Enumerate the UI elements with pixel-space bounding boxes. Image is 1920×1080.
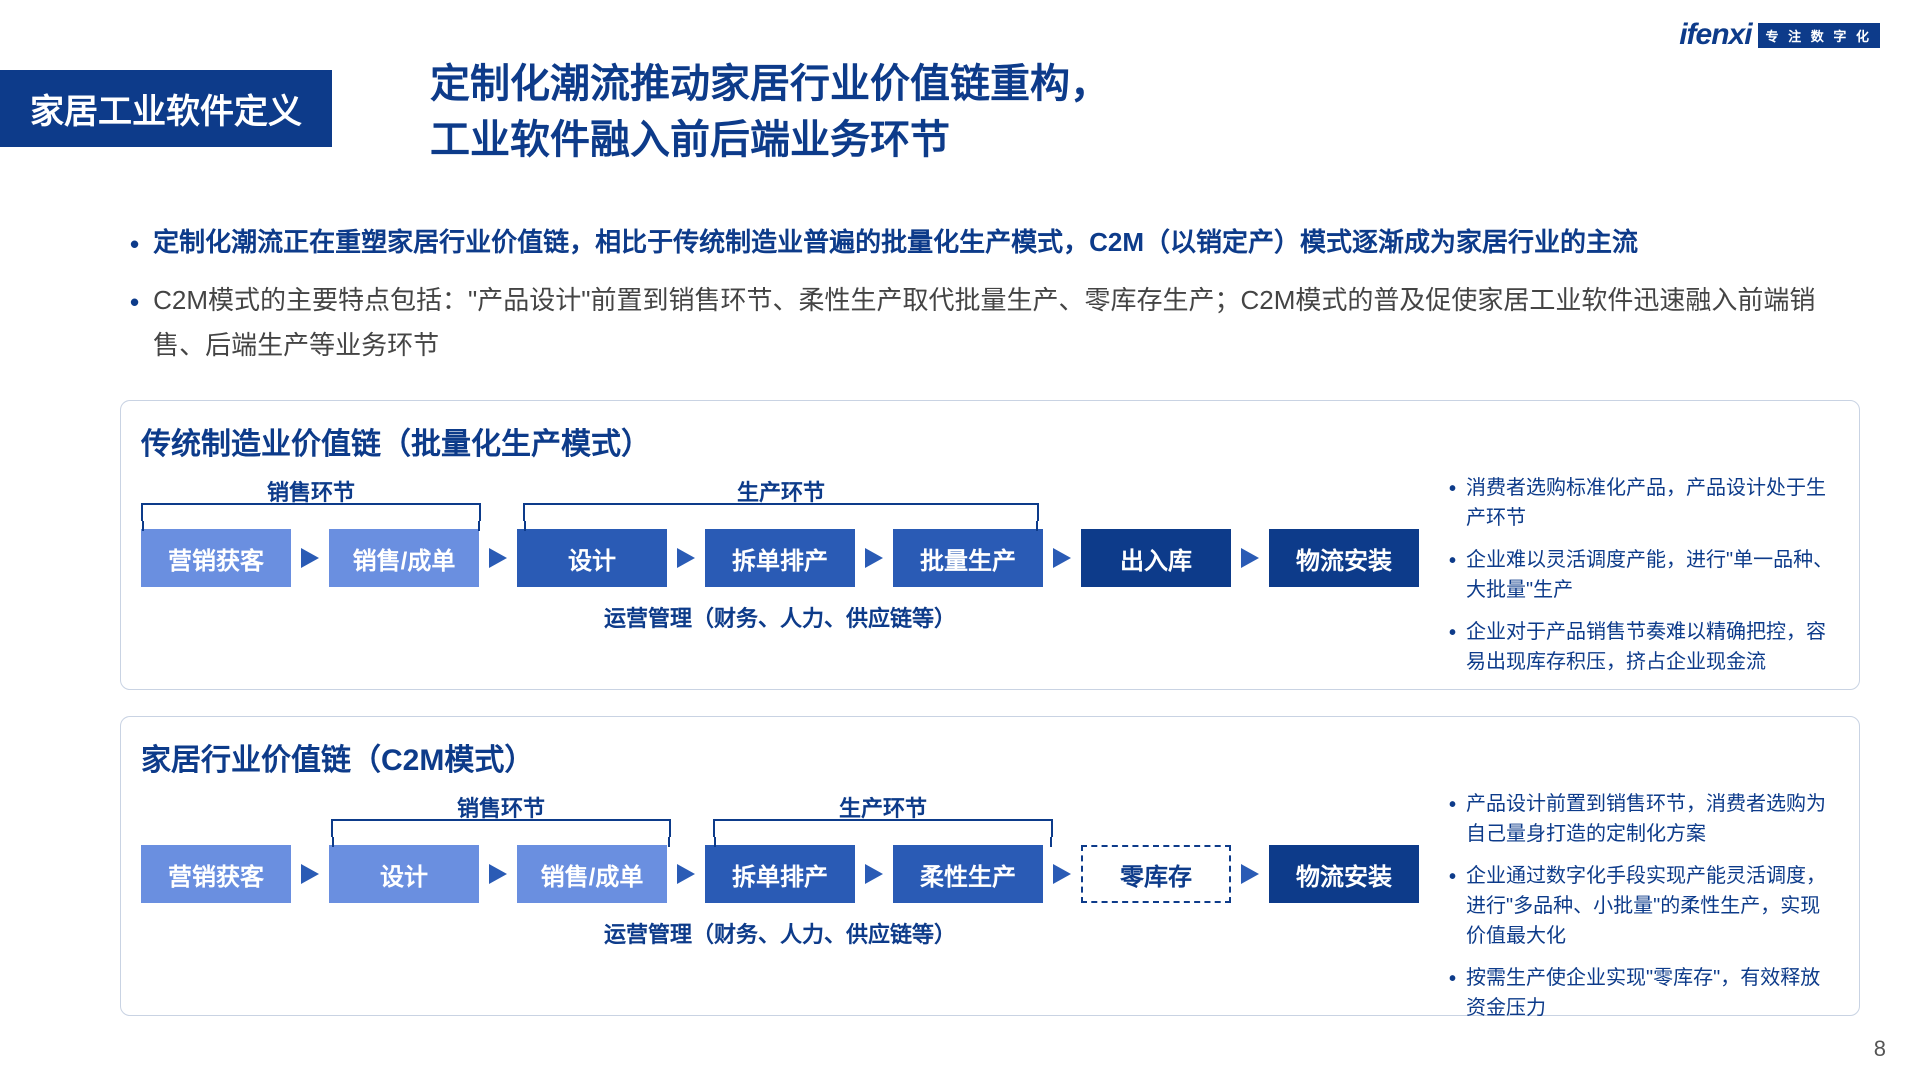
bullet-dot-icon: • xyxy=(1449,618,1456,677)
arrow-right-icon xyxy=(1053,864,1071,884)
panel2-chain: 销售环节 生产环节 营销获客设计销售/成单拆单排产柔性生产零库存物流安装 运营管… xyxy=(141,789,1419,949)
arrow-right-icon xyxy=(301,548,319,568)
bullet-dot-icon: • xyxy=(1449,546,1456,605)
note-item: •企业对于产品销售节奏难以精确把控，容易出现库存积压，挤占企业现金流 xyxy=(1449,617,1839,677)
chain-node: 柔性生产 xyxy=(893,845,1043,903)
panel2-caption: 运营管理（财务、人力、供应链等） xyxy=(141,917,1419,949)
arrow-right-icon xyxy=(677,548,695,568)
label-production: 生产环节 xyxy=(523,475,1039,507)
bullet-dot-icon: • xyxy=(1449,790,1456,849)
arrow-right-icon xyxy=(489,548,507,568)
title-line-2: 工业软件融入前后端业务环节 xyxy=(430,112,1110,168)
arrow-right-icon xyxy=(489,864,507,884)
bullet-1-text: 定制化潮流正在重塑家居行业价值链，相比于传统制造业普遍的批量化生产模式，C2M（… xyxy=(153,220,1638,266)
arrow-right-icon xyxy=(1241,864,1259,884)
panel1-chain: 销售环节 生产环节 营销获客销售/成单设计拆单排产批量生产出入库物流安装 运营管… xyxy=(141,473,1419,633)
note-text: 产品设计前置到销售环节，消费者选购为自己量身打造的定制化方案 xyxy=(1466,789,1839,849)
chain-node: 物流安装 xyxy=(1269,845,1419,903)
panel1-title: 传统制造业价值链（批量化生产模式） xyxy=(141,419,1839,463)
bullet-2: • C2M模式的主要特点包括："产品设计"前置到销售环节、柔性生产取代批量生产、… xyxy=(130,278,1840,369)
chain-node: 销售/成单 xyxy=(329,529,479,587)
note-text: 企业对于产品销售节奏难以精确把控，容易出现库存积压，挤占企业现金流 xyxy=(1466,617,1839,677)
chain-node: 批量生产 xyxy=(893,529,1043,587)
chain-node: 拆单排产 xyxy=(705,529,855,587)
panel-c2m: 家居行业价值链（C2M模式） 销售环节 生产环节 营销获客设计销售/成单拆单排产… xyxy=(120,716,1860,1016)
bullet-dot-icon: • xyxy=(1449,474,1456,533)
bullet-1: • 定制化潮流正在重塑家居行业价值链，相比于传统制造业普遍的批量化生产模式，C2… xyxy=(130,220,1840,268)
note-text: 企业通过数字化手段实现产能灵活调度，进行"多品种、小批量"的柔性生产，实现价值最… xyxy=(1466,861,1839,951)
label-production: 生产环节 xyxy=(713,791,1053,823)
arrow-right-icon xyxy=(865,548,883,568)
chain-node: 营销获客 xyxy=(141,529,291,587)
page-title: 定制化潮流推动家居行业价值链重构， 工业软件融入前后端业务环节 xyxy=(430,56,1110,168)
brand-logo: ifenxi 专 注 数 字 化 xyxy=(1679,18,1880,52)
arrow-right-icon xyxy=(865,864,883,884)
arrow-right-icon xyxy=(301,864,319,884)
arrow-right-icon xyxy=(677,864,695,884)
bullet-dot-icon: • xyxy=(130,280,139,326)
note-item: •按需生产使企业实现"零库存"，有效释放资金压力 xyxy=(1449,963,1839,1023)
chain-node: 零库存 xyxy=(1081,845,1231,903)
arrow-right-icon xyxy=(1241,548,1259,568)
panel2-notes: •产品设计前置到销售环节，消费者选购为自己量身打造的定制化方案•企业通过数字化手… xyxy=(1449,789,1839,1035)
label-sales: 销售环节 xyxy=(331,791,671,823)
chain-node: 设计 xyxy=(517,529,667,587)
chain-node: 营销获客 xyxy=(141,845,291,903)
panel1-caption: 运营管理（财务、人力、供应链等） xyxy=(141,601,1419,633)
chain-node: 销售/成单 xyxy=(517,845,667,903)
note-item: •产品设计前置到销售环节，消费者选购为自己量身打造的定制化方案 xyxy=(1449,789,1839,849)
note-item: •企业通过数字化手段实现产能灵活调度，进行"多品种、小批量"的柔性生产，实现价值… xyxy=(1449,861,1839,951)
bullet-2-text: C2M模式的主要特点包括："产品设计"前置到销售环节、柔性生产取代批量生产、零库… xyxy=(153,278,1840,369)
chain-node: 出入库 xyxy=(1081,529,1231,587)
intro-bullets: • 定制化潮流正在重塑家居行业价值链，相比于传统制造业普遍的批量化生产模式，C2… xyxy=(130,220,1840,379)
label-sales: 销售环节 xyxy=(141,475,481,507)
bullet-dot-icon: • xyxy=(1449,862,1456,951)
page-number: 8 xyxy=(1874,1036,1886,1062)
note-text: 企业难以灵活调度产能，进行"单一品种、大批量"生产 xyxy=(1466,545,1839,605)
note-item: •消费者选购标准化产品，产品设计处于生产环节 xyxy=(1449,473,1839,533)
bullet-dot-icon: • xyxy=(1449,964,1456,1023)
arrow-right-icon xyxy=(1053,548,1071,568)
chain-node: 设计 xyxy=(329,845,479,903)
note-text: 按需生产使企业实现"零库存"，有效释放资金压力 xyxy=(1466,963,1839,1023)
panel-traditional: 传统制造业价值链（批量化生产模式） 销售环节 生产环节 营销获客销售/成单设计拆… xyxy=(120,400,1860,690)
note-item: •企业难以灵活调度产能，进行"单一品种、大批量"生产 xyxy=(1449,545,1839,605)
brand-name: ifenxi xyxy=(1679,18,1751,52)
chain-node: 物流安装 xyxy=(1269,529,1419,587)
section-badge: 家居工业软件定义 xyxy=(0,70,332,147)
chain-node: 拆单排产 xyxy=(705,845,855,903)
panel1-notes: •消费者选购标准化产品，产品设计处于生产环节•企业难以灵活调度产能，进行"单一品… xyxy=(1449,473,1839,689)
panel2-title: 家居行业价值链（C2M模式） xyxy=(141,735,1839,779)
bullet-dot-icon: • xyxy=(130,222,139,268)
note-text: 消费者选购标准化产品，产品设计处于生产环节 xyxy=(1466,473,1839,533)
title-line-1: 定制化潮流推动家居行业价值链重构， xyxy=(430,56,1110,112)
brand-tagline: 专 注 数 字 化 xyxy=(1758,23,1880,48)
